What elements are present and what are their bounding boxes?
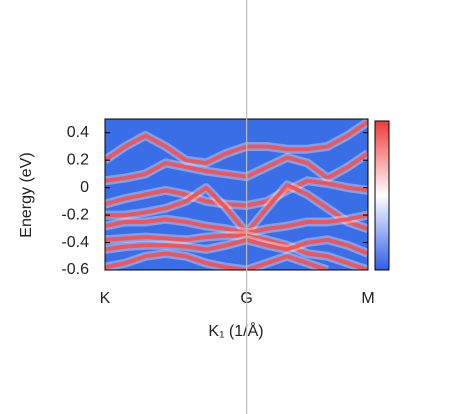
band-line (105, 251, 329, 270)
y-tick-label: 0 (80, 179, 89, 196)
band-line (105, 120, 368, 165)
band-line (105, 182, 368, 235)
colorbar (374, 120, 390, 271)
y-tick-label: 0.4 (67, 124, 89, 141)
band-line (105, 151, 368, 183)
band-line (105, 237, 368, 256)
x-axis-label: K₁ (1/Å) (208, 321, 263, 340)
plot-border (104, 118, 369, 271)
band-line (105, 213, 368, 235)
bands (105, 119, 368, 270)
y-tick-label: 0.2 (67, 151, 89, 168)
x-tick-label: K (100, 290, 111, 307)
y-tick-label: -0.4 (61, 234, 89, 251)
y-tick-label: -0.2 (61, 206, 89, 223)
y-axis-label: Energy (eV) (18, 152, 35, 237)
band-line (105, 178, 368, 208)
y-tick-label: -0.6 (61, 261, 89, 278)
x-tick-label: M (361, 290, 374, 307)
band-line (105, 233, 368, 270)
